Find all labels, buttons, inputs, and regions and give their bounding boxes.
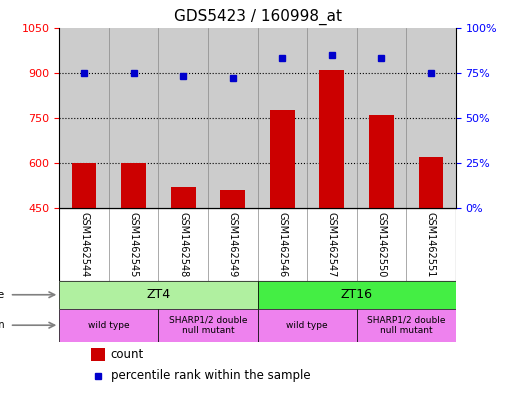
Text: GSM1462549: GSM1462549: [228, 212, 238, 277]
Bar: [208, 28, 258, 208]
Text: SHARP1/2 double
null mutant: SHARP1/2 double null mutant: [169, 316, 247, 335]
Bar: [270, 110, 295, 208]
Text: wild type: wild type: [88, 321, 130, 330]
Text: genotype/variation: genotype/variation: [0, 320, 5, 330]
Text: GSM1462548: GSM1462548: [178, 212, 188, 277]
Bar: [419, 157, 443, 208]
Bar: [258, 28, 307, 208]
Bar: [356, 28, 406, 208]
Text: GSM1462546: GSM1462546: [277, 212, 287, 277]
Bar: [307, 28, 356, 208]
Bar: [109, 28, 158, 208]
Text: GSM1462545: GSM1462545: [129, 212, 139, 277]
Text: GSM1462547: GSM1462547: [327, 212, 337, 277]
Bar: [369, 115, 394, 208]
Text: GSM1462544: GSM1462544: [79, 212, 89, 277]
Bar: [258, 281, 456, 309]
Bar: [171, 187, 196, 208]
Bar: [59, 28, 109, 208]
Text: ZT16: ZT16: [340, 288, 373, 301]
Bar: [406, 28, 456, 208]
Text: SHARP1/2 double
null mutant: SHARP1/2 double null mutant: [367, 316, 445, 335]
Text: count: count: [111, 348, 144, 362]
Bar: [220, 190, 245, 208]
Bar: [72, 163, 96, 208]
Bar: [319, 70, 344, 208]
Title: GDS5423 / 160998_at: GDS5423 / 160998_at: [174, 9, 341, 25]
Text: ZT4: ZT4: [146, 288, 170, 301]
Text: GSM1462551: GSM1462551: [426, 212, 436, 277]
Text: percentile rank within the sample: percentile rank within the sample: [111, 369, 311, 382]
Bar: [91, 348, 105, 362]
Bar: [121, 163, 146, 208]
Text: wild type: wild type: [286, 321, 328, 330]
Text: time: time: [0, 290, 5, 300]
Bar: [356, 309, 456, 342]
Bar: [59, 309, 159, 342]
Bar: [159, 309, 258, 342]
Bar: [158, 28, 208, 208]
Bar: [59, 281, 258, 309]
Text: GSM1462550: GSM1462550: [376, 212, 386, 277]
Bar: [258, 309, 356, 342]
